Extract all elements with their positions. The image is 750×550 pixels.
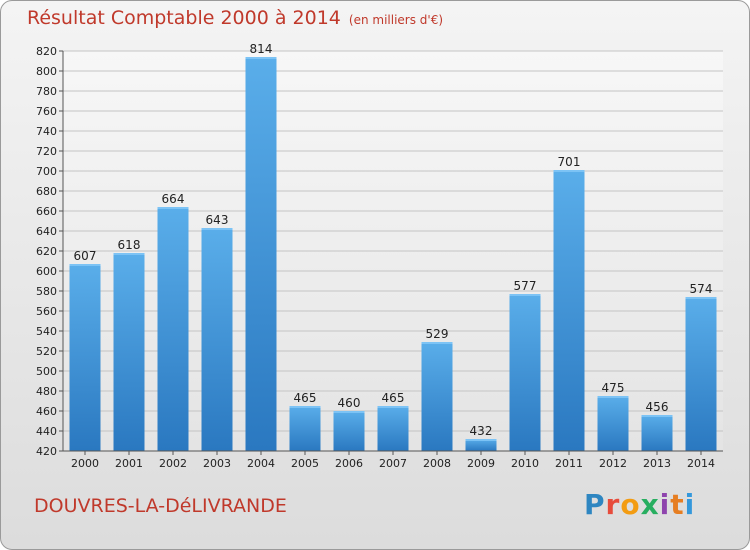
y-tick-label: 740 — [36, 125, 57, 138]
logo-letter: t — [670, 488, 685, 521]
x-tick-label: 2005 — [291, 457, 319, 470]
bar-2012 — [597, 396, 629, 451]
chart-title: Résultat Comptable 2000 à 2014 (en millie… — [27, 7, 443, 29]
x-tick-label: 2007 — [379, 457, 407, 470]
bars — [69, 57, 717, 451]
bar-2008 — [421, 342, 453, 451]
bar-highlight — [245, 57, 277, 59]
y-tick-label: 540 — [36, 325, 57, 338]
bar-highlight — [289, 406, 321, 408]
bar-highlight — [201, 228, 233, 230]
chart-subtitle: (en milliers d'€) — [348, 13, 444, 27]
data-label: 465 — [294, 391, 317, 405]
bar-2014 — [685, 297, 717, 451]
logo-letter: x — [640, 488, 660, 521]
title-text: Résultat Comptable 2000 à 2014 — [27, 7, 341, 29]
y-tick-label: 760 — [36, 105, 57, 118]
bar-highlight — [553, 170, 585, 172]
x-tick-label: 2006 — [335, 457, 363, 470]
data-label: 607 — [74, 249, 97, 263]
bar-highlight — [465, 439, 497, 441]
bar-highlight — [113, 253, 145, 255]
y-tick-label: 800 — [36, 65, 57, 78]
y-axis-ticks: 420 440 460 480 500 520 540 560 580 600 620 640 660 6… — [36, 45, 64, 458]
y-tick-label: 480 — [36, 385, 57, 398]
data-label: 574 — [690, 282, 713, 296]
logo-letter: i — [684, 488, 696, 521]
x-tick-label: 2004 — [247, 457, 275, 470]
data-label: 618 — [118, 238, 141, 252]
bar-highlight — [333, 411, 365, 413]
bar-2004 — [245, 57, 277, 451]
bar-2007 — [377, 406, 409, 451]
y-tick-label: 500 — [36, 365, 57, 378]
y-tick-label: 700 — [36, 165, 57, 178]
y-tick-label: 440 — [36, 425, 57, 438]
data-label: 475 — [602, 381, 625, 395]
data-label: 529 — [426, 327, 449, 341]
bar-2011 — [553, 170, 585, 451]
data-label: 701 — [558, 155, 581, 169]
x-tick-label: 2002 — [159, 457, 187, 470]
bar-2005 — [289, 406, 321, 451]
data-label: 814 — [250, 42, 273, 56]
y-tick-label: 420 — [36, 445, 57, 458]
y-tick-label: 660 — [36, 205, 57, 218]
bar-highlight — [377, 406, 409, 408]
y-tick-label: 580 — [36, 285, 57, 298]
x-tick-label: 2008 — [423, 457, 451, 470]
x-tick-label: 2003 — [203, 457, 231, 470]
x-tick-label: 2009 — [467, 457, 495, 470]
data-label: 432 — [470, 424, 493, 438]
bar-highlight — [69, 264, 101, 266]
data-label: 456 — [646, 400, 669, 414]
bar-2013 — [641, 415, 673, 451]
y-tick-label: 820 — [36, 45, 57, 58]
bar-2000 — [69, 264, 101, 451]
logo-letter: r — [605, 488, 621, 521]
y-tick-label: 620 — [36, 245, 57, 258]
commune-name: DOUVRES-LA-DéLIVRANDE — [34, 495, 287, 517]
bar-2003 — [201, 228, 233, 451]
data-labels: 607 618 664 643 814 465 460 465 529 432 577 701 475 4… — [74, 42, 713, 438]
y-tick-label: 780 — [36, 85, 57, 98]
y-tick-label: 460 — [36, 405, 57, 418]
bar-highlight — [597, 396, 629, 398]
data-label: 465 — [382, 391, 405, 405]
y-tick-label: 520 — [36, 345, 57, 358]
data-label: 460 — [338, 396, 361, 410]
data-label: 664 — [162, 192, 185, 206]
bar-2001 — [113, 253, 145, 451]
x-tick-label: 2001 — [115, 457, 143, 470]
y-tick-label: 560 — [36, 305, 57, 318]
x-tick-label: 2011 — [555, 457, 583, 470]
y-tick-label: 680 — [36, 185, 57, 198]
bar-highlight — [421, 342, 453, 344]
y-tick-label: 720 — [36, 145, 57, 158]
x-tick-label: 2010 — [511, 457, 539, 470]
logo-letter: o — [620, 488, 641, 521]
proxiti-logo: Proxiti — [584, 488, 695, 521]
y-tick-label: 640 — [36, 225, 57, 238]
x-tick-label: 2012 — [599, 457, 627, 470]
bar-highlight — [685, 297, 717, 299]
logo-letter: P — [584, 488, 606, 521]
x-tick-label: 2013 — [643, 457, 671, 470]
bar-2002 — [157, 207, 189, 451]
logo-letter: i — [659, 488, 671, 521]
x-tick-label: 2014 — [687, 457, 715, 470]
x-tick-label: 2000 — [71, 457, 99, 470]
bar-highlight — [509, 294, 541, 296]
bar-2006 — [333, 411, 365, 451]
bar-2009 — [465, 439, 497, 451]
x-axis-ticks: 2000 2001 2002 2003 2004 2005 2006 2007 2008 2009… — [63, 450, 723, 470]
y-tick-label: 600 — [36, 265, 57, 278]
bar-highlight — [641, 415, 673, 417]
bar-highlight — [157, 207, 189, 209]
bar-2010 — [509, 294, 541, 451]
data-label: 577 — [514, 279, 537, 293]
data-label: 643 — [206, 213, 229, 227]
